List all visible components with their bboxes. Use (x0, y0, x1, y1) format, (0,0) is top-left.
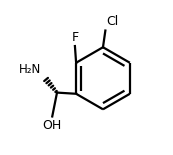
Text: H₂N: H₂N (19, 63, 42, 76)
Text: F: F (71, 31, 79, 44)
Text: Cl: Cl (107, 15, 119, 28)
Text: OH: OH (43, 120, 62, 133)
